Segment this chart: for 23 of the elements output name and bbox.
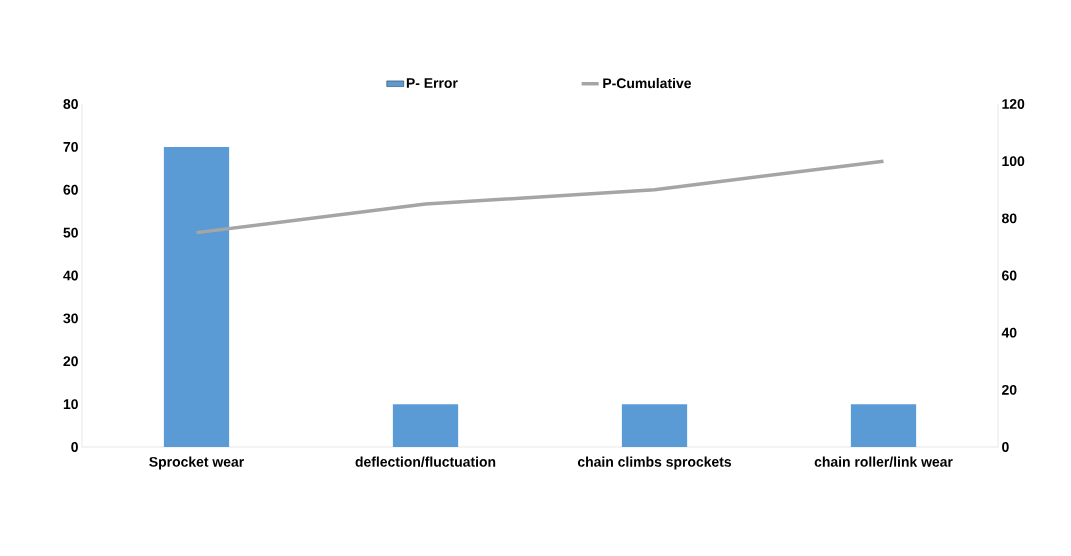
y2-tick-label: 100 bbox=[1002, 156, 1025, 167]
x-tick-label: chain climbs sprockets bbox=[577, 456, 732, 470]
x-tick-label: chain roller/link wear bbox=[814, 456, 953, 467]
y2-tick-label: 20 bbox=[1002, 384, 1017, 395]
y2-tick-label: 60 bbox=[1002, 270, 1017, 281]
legend-label: P-Cumulative bbox=[603, 77, 691, 89]
y2-tick-label: 120 bbox=[1002, 99, 1025, 109]
y-tick-label: 60 bbox=[63, 184, 78, 195]
y-tick-label: 70 bbox=[63, 141, 78, 152]
y-tick-label: 10 bbox=[63, 399, 78, 410]
y2-tick-label: 80 bbox=[1001, 213, 1017, 224]
x-tick-label: Sprocket wear bbox=[149, 456, 244, 470]
y-tick-label: 30 bbox=[63, 313, 78, 324]
y-tick-label: 50 bbox=[63, 227, 78, 238]
y-tick-label: 0 bbox=[71, 442, 78, 452]
y-tick-label: 80 bbox=[63, 99, 78, 109]
x-tick-label: deflection/fluctuation bbox=[355, 456, 496, 467]
y2-tick-label: 40 bbox=[1001, 327, 1017, 338]
y2-tick-label: 0 bbox=[1002, 442, 1009, 452]
y-tick-label: 40 bbox=[63, 270, 78, 281]
y-tick-label: 20 bbox=[63, 356, 78, 367]
legend-label: P- Error bbox=[406, 78, 458, 88]
line-series bbox=[194, 159, 886, 235]
